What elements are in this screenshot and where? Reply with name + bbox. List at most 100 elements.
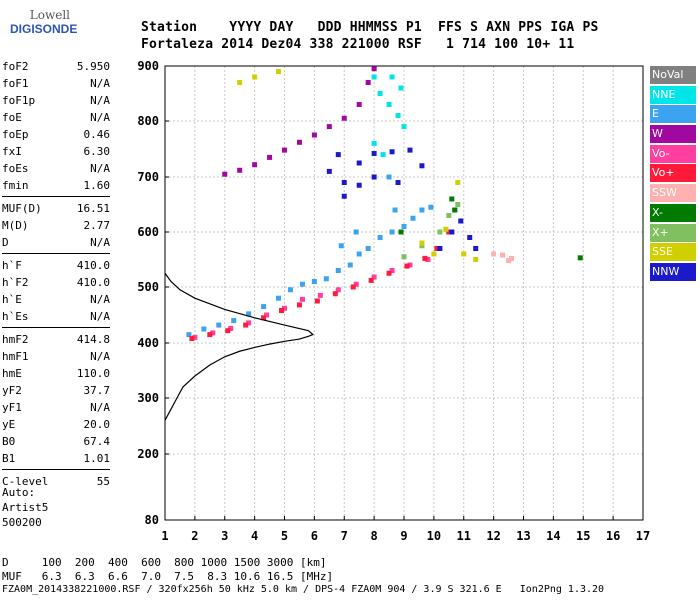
x-tick-label: 8: [371, 529, 378, 543]
param-row: foE N/A: [2, 109, 110, 126]
param-row: foF1 N/A: [2, 75, 110, 92]
x-tick-label: 17: [636, 529, 650, 543]
x-tick-label: 9: [400, 529, 407, 543]
data-point: [347, 262, 353, 268]
data-point: [467, 235, 473, 240]
data-point: [299, 296, 305, 302]
param-label: M(D): [2, 219, 29, 232]
param-label: h`F: [2, 259, 22, 272]
param-separator: [2, 469, 110, 470]
y-tick-label: 700: [137, 170, 159, 184]
auto-label: Auto:: [2, 486, 36, 499]
param-label: fxI: [2, 145, 22, 158]
data-point: [500, 252, 506, 258]
param-separator: [2, 196, 110, 197]
data-point: [452, 207, 458, 213]
data-point: [356, 182, 362, 188]
data-point: [458, 218, 464, 224]
y-tick-label: 400: [137, 336, 159, 350]
data-point: [377, 91, 383, 96]
param-value: N/A: [90, 111, 110, 124]
auto-scaling-info: Auto: Artist5 500200: [2, 485, 48, 530]
param-separator: [2, 253, 110, 254]
data-point: [276, 69, 282, 74]
data-point: [368, 277, 374, 283]
param-label: B1: [2, 452, 16, 465]
param-label: foF1: [2, 77, 29, 90]
param-value: 37.7: [83, 384, 111, 397]
data-point: [446, 229, 452, 235]
data-point: [431, 251, 437, 257]
auto-artist: Artist5: [2, 501, 49, 514]
legend-item: NNW: [650, 262, 696, 281]
data-point: [246, 320, 252, 326]
param-label: hmE: [2, 367, 22, 380]
data-point: [419, 243, 425, 249]
legend-item: SSW: [650, 184, 696, 203]
data-point: [228, 325, 234, 331]
y-tick-label: 800: [137, 114, 159, 128]
data-point: [350, 284, 356, 290]
param-value: 414.8: [76, 333, 110, 346]
y-tick-label: 300: [137, 391, 159, 405]
data-point: [371, 74, 377, 80]
param-label: hmF2: [2, 333, 29, 346]
data-point: [455, 202, 461, 207]
param-row: h`Es N/A: [2, 308, 110, 325]
param-label: foEp: [2, 128, 29, 141]
data-point: [377, 235, 383, 240]
x-tick-label: 4: [251, 529, 258, 543]
legend-item: Vo+: [650, 164, 696, 183]
legend-item: E: [650, 105, 696, 124]
footer-file-info: FZA0M_2014338221000.RSF / 320fx256h 50 k…: [2, 584, 605, 595]
data-point: [261, 315, 267, 321]
electron-density-profile: [164, 272, 315, 421]
y-tick-label: 600: [137, 225, 159, 239]
data-point: [365, 80, 371, 85]
data-point: [222, 171, 228, 177]
data-point: [410, 215, 416, 221]
param-value: 20.0: [83, 418, 111, 431]
data-point: [279, 308, 285, 314]
param-label: MUF(D): [2, 202, 42, 215]
param-value: 16.51: [76, 202, 110, 215]
param-value: 2.77: [83, 219, 111, 232]
data-point: [392, 207, 398, 213]
x-tick-label: 1: [161, 529, 168, 543]
data-point: [371, 274, 377, 280]
data-point: [287, 287, 293, 293]
param-value: N/A: [90, 236, 110, 249]
data-point: [326, 168, 332, 174]
data-point: [386, 174, 392, 180]
legend-item: NoVal: [650, 66, 696, 84]
data-point: [577, 255, 583, 261]
legend-item: W: [650, 125, 696, 144]
data-point: [353, 281, 359, 287]
param-row: MUF(D) 16.51: [2, 200, 110, 217]
data-point: [434, 246, 440, 251]
data-point: [189, 336, 195, 342]
data-point: [225, 328, 231, 334]
auto-code: 500200: [2, 516, 42, 529]
data-point: [296, 302, 302, 308]
data-point: [341, 180, 347, 185]
x-tick-label: 10: [427, 529, 441, 543]
data-point: [449, 196, 455, 202]
parameter-panel: foF2 5.950 foF1 N/A foF1p N/A foE N/A foEp 0.46 fx…: [2, 58, 110, 490]
data-point: [380, 152, 386, 158]
data-point: [335, 268, 341, 273]
data-point: [335, 152, 341, 158]
data-point: [252, 74, 258, 80]
data-point: [356, 160, 362, 166]
data-point: [473, 257, 479, 262]
param-row: foF2 5.950: [2, 58, 110, 75]
data-point: [437, 229, 443, 235]
data-point: [473, 246, 479, 251]
x-tick-label: 15: [576, 529, 590, 543]
data-point: [296, 139, 302, 145]
data-point: [311, 132, 317, 138]
footer-muf: MUF 6.3 6.3 6.6 7.0 7.5 8.3 10.6 16.5 [M…: [2, 570, 334, 583]
data-point: [335, 287, 341, 293]
y-tick-label: 500: [137, 280, 159, 294]
data-point: [422, 255, 428, 261]
